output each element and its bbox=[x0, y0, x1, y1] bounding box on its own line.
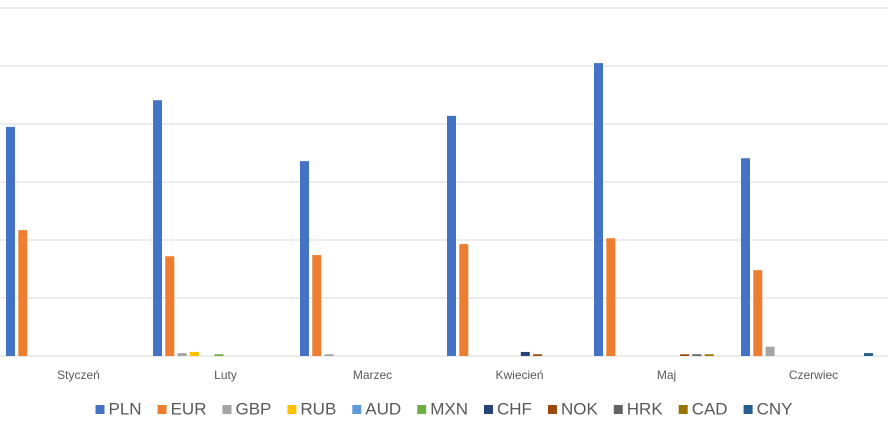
bar bbox=[324, 354, 334, 356]
bar bbox=[741, 158, 750, 356]
legend-swatch bbox=[95, 405, 105, 414]
x-tick-label: Kwiecień bbox=[495, 368, 543, 382]
legend-label: EUR bbox=[171, 399, 207, 418]
legend-label: AUD bbox=[365, 399, 401, 418]
legend-label: CNY bbox=[757, 399, 793, 418]
bar bbox=[189, 351, 199, 356]
legend-swatch bbox=[613, 405, 623, 414]
x-tick-label: Styczeń bbox=[57, 368, 100, 382]
bar bbox=[447, 115, 456, 356]
bar bbox=[165, 256, 175, 356]
legend-swatch bbox=[352, 405, 362, 414]
bar bbox=[753, 270, 763, 356]
legend-swatch bbox=[157, 405, 167, 414]
legend-swatch bbox=[483, 405, 493, 414]
bar bbox=[765, 346, 775, 356]
legend-swatch bbox=[678, 405, 688, 414]
bar bbox=[692, 354, 702, 356]
bar bbox=[594, 63, 603, 356]
legend-label: HRK bbox=[627, 399, 664, 418]
legend-label: NOK bbox=[561, 399, 599, 418]
bar bbox=[153, 100, 162, 356]
x-tick-label: Luty bbox=[214, 368, 237, 382]
legend-label: CAD bbox=[692, 399, 728, 418]
legend-label: RUB bbox=[300, 399, 336, 418]
legend-label: PLN bbox=[109, 399, 142, 418]
bar bbox=[312, 255, 322, 356]
legend-label: MXN bbox=[430, 399, 468, 418]
legend-swatch bbox=[222, 405, 232, 414]
legend-label: CHF bbox=[497, 399, 532, 418]
bar bbox=[177, 353, 187, 356]
bar bbox=[864, 353, 873, 356]
bar bbox=[300, 161, 309, 356]
bar bbox=[606, 238, 616, 356]
bar bbox=[214, 354, 224, 356]
bar bbox=[6, 126, 15, 357]
legend-swatch bbox=[743, 405, 753, 414]
x-tick-label: Czerwiec bbox=[789, 368, 838, 382]
bar bbox=[533, 354, 543, 356]
legend-label: GBP bbox=[235, 399, 271, 418]
bar bbox=[520, 351, 530, 356]
bar bbox=[704, 354, 714, 356]
bar bbox=[680, 354, 690, 356]
x-tick-label: Marzec bbox=[353, 368, 392, 382]
legend-swatch bbox=[417, 405, 427, 414]
bar bbox=[459, 244, 469, 356]
legend-swatch bbox=[287, 405, 297, 414]
x-tick-label: Maj bbox=[657, 368, 676, 382]
legend-swatch bbox=[547, 405, 557, 414]
bar bbox=[18, 230, 28, 356]
